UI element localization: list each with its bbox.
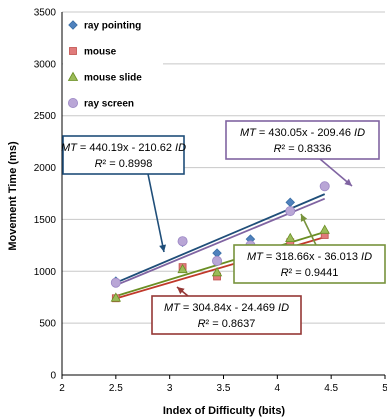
data-point — [110, 292, 122, 302]
data-point — [285, 232, 296, 242]
data-point — [285, 197, 296, 208]
legend-label: ray screen — [84, 99, 134, 110]
equation-box-border — [225, 120, 380, 160]
x-tick-label: 4.5 — [324, 383, 338, 394]
data-point — [319, 224, 330, 234]
data-point — [177, 236, 188, 247]
equation-text: MT = 430.05x - 209.46 ID — [240, 127, 365, 139]
legend-marker — [68, 20, 78, 30]
data-point — [110, 277, 121, 288]
legend-marker — [67, 71, 79, 81]
equation-box: MT = 440.19x - 210.62 ID R² = 0.8998 — [61, 135, 186, 175]
legend-label: mouse slide — [84, 73, 142, 84]
data-point — [212, 255, 223, 266]
data-point — [285, 206, 296, 217]
legend: ray pointing mouse mouse slide ray screen — [63, 14, 163, 110]
x-axis-title: Index of Difficulty (bits) — [163, 405, 286, 417]
x-tick-label: 3.5 — [217, 383, 231, 394]
arrow-head — [344, 178, 352, 186]
legend-marker — [68, 98, 79, 109]
legend-label: ray pointing — [84, 21, 141, 32]
arrow-head — [177, 287, 185, 295]
y-tick-label: 2500 — [34, 111, 57, 122]
x-tick-label: 3 — [167, 383, 173, 394]
r-squared-text: R² = 0.8998 — [95, 158, 153, 170]
annotation-arrow — [147, 173, 165, 253]
equation-text: MT = 318.66x - 36.013 ID — [247, 251, 372, 263]
annotation-arrows — [147, 158, 353, 297]
x-tick-label: 5 — [382, 383, 387, 394]
legend-marker — [69, 47, 77, 55]
y-tick-label: 3000 — [34, 59, 57, 70]
equation-box-border — [233, 244, 386, 284]
x-tick-labels: 2 2.5 3 3.5 4 4.5 5 — [59, 383, 387, 394]
legend-label: mouse — [84, 47, 117, 58]
legend-background — [63, 14, 163, 110]
data-point — [319, 181, 330, 192]
y-tick-label: 0 — [50, 371, 56, 382]
r-squared-text: R² = 0.8336 — [274, 143, 332, 155]
x-tick-label: 2 — [59, 383, 65, 394]
y-tick-labels: 0 500 1000 1500 2000 2500 3000 3500 — [34, 8, 57, 382]
data-point — [177, 263, 188, 274]
r-squared-text: R² = 0.8637 — [198, 318, 256, 330]
y-tick-label: 2000 — [34, 163, 57, 174]
data-points — [110, 181, 330, 303]
equation-box: MT = 430.05x - 209.46 ID R² = 0.8336 — [225, 120, 380, 160]
y-tick-label: 1500 — [34, 215, 57, 226]
equation-text: MT = 304.84x - 24.469 ID — [164, 302, 289, 314]
y-tick-label: 1000 — [34, 267, 57, 278]
r-squared-text: R² = 0.9441 — [281, 267, 339, 279]
y-tick-label: 500 — [39, 319, 56, 330]
y-axis-title: Movement Time (ms) — [7, 141, 19, 251]
arrow-head — [159, 244, 167, 252]
equation-text: MT = 440.19x - 210.62 ID — [61, 142, 186, 154]
equation-box-border — [151, 295, 302, 335]
x-tick-label: 4 — [275, 383, 281, 394]
equation-box: MT = 304.84x - 24.469 ID R² = 0.8637 — [151, 295, 302, 335]
y-tick-label: 3500 — [34, 8, 57, 19]
equation-box-border — [62, 135, 185, 175]
data-point — [211, 267, 223, 277]
x-tick-label: 2.5 — [109, 383, 123, 394]
axes — [61, 12, 386, 379]
arrow-head — [300, 214, 308, 222]
equation-box: MT = 318.66x - 36.013 ID R² = 0.9441 — [233, 244, 386, 284]
